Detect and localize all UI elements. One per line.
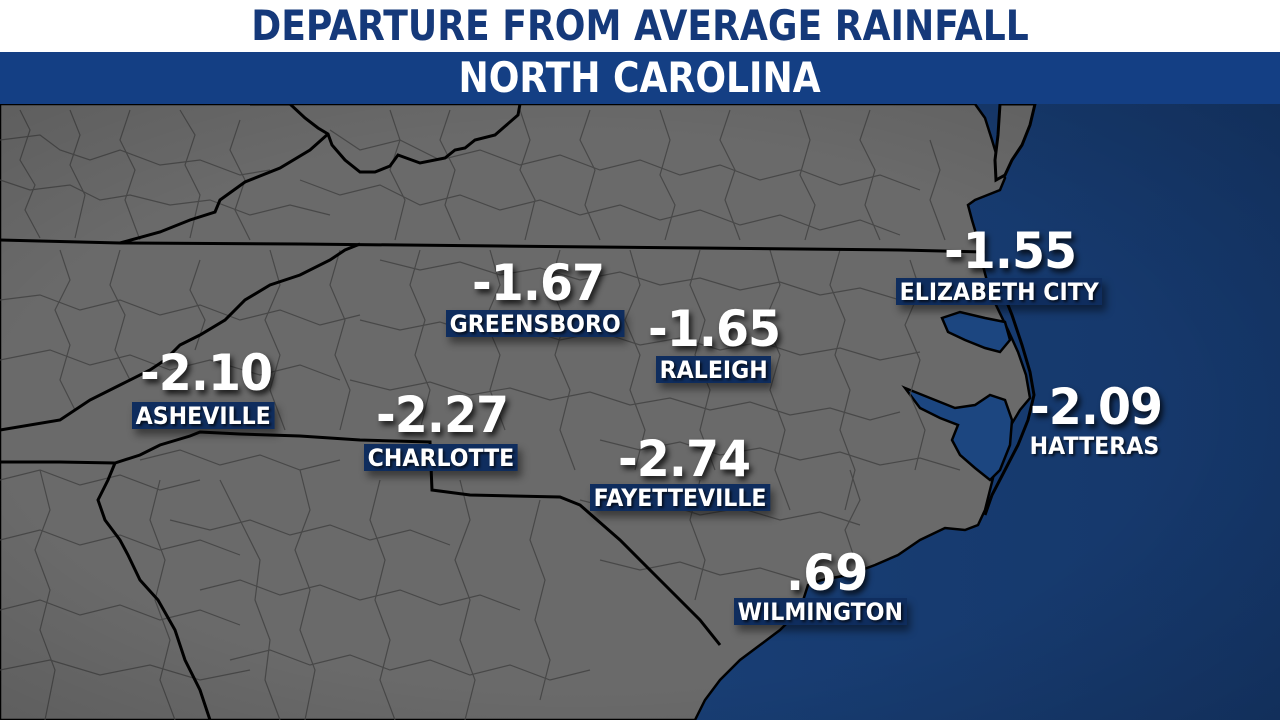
city-label: FAYETTEVILLE [590, 484, 771, 511]
rainfall-value: .69 [786, 544, 868, 602]
rainfall-value: -2.74 [618, 430, 751, 488]
rainfall-value: -1.55 [944, 222, 1077, 280]
region-subtitle: NORTH CAROLINA [458, 53, 822, 102]
rainfall-value: -1.65 [648, 300, 781, 358]
rainfall-value: -2.09 [1030, 378, 1163, 436]
city-label: HATTERAS [1029, 432, 1160, 460]
city-label: CHARLOTTE [364, 444, 518, 471]
city-label: RALEIGH [656, 356, 772, 383]
city-label: ASHEVILLE [132, 402, 275, 429]
subtitle-bar: NORTH CAROLINA [0, 52, 1280, 104]
title-bar: DEPARTURE FROM AVERAGE RAINFALL [0, 0, 1280, 52]
city-label: ELIZABETH CITY [896, 278, 1103, 305]
rainfall-value: -1.67 [472, 254, 605, 312]
city-label: GREENSBORO [446, 310, 625, 337]
rainfall-value: -2.27 [376, 386, 509, 444]
city-label: WILMINGTON [734, 598, 907, 625]
basemap [0, 104, 1280, 720]
rainfall-value: -2.10 [140, 344, 273, 402]
map-panel: -2.10 ASHEVILLE -2.27 CHARLOTTE -1.67 GR… [0, 104, 1280, 720]
page-title: DEPARTURE FROM AVERAGE RAINFALL [251, 1, 1029, 50]
